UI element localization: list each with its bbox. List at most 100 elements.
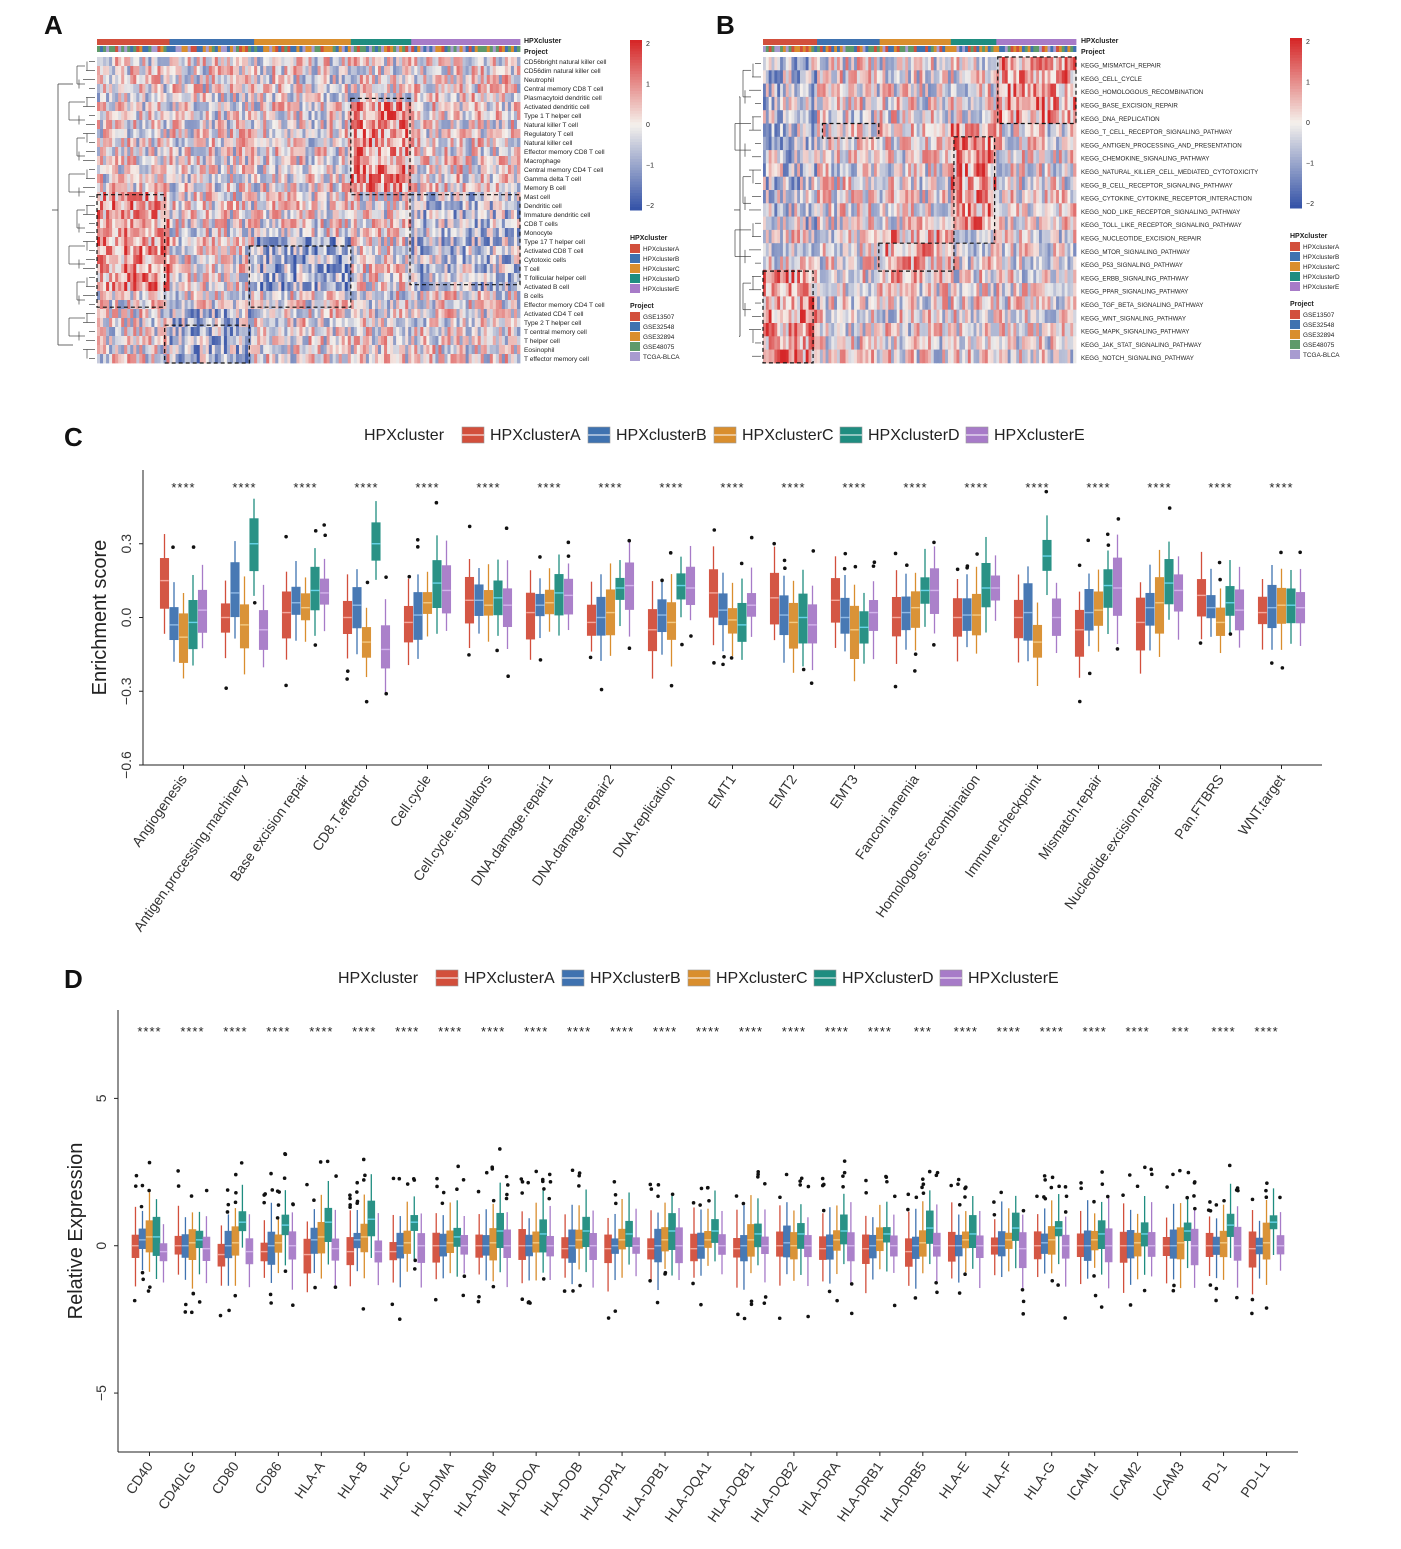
heat-cell [139,246,143,256]
heat-cell [214,183,219,193]
heat-cell [169,264,173,274]
heat-cell [260,147,264,157]
heat-cell [266,111,270,121]
heat-cell [211,291,216,301]
heat-cell [414,57,418,67]
heat-cell [317,84,321,94]
heat-cell [408,102,412,112]
heat-cell [284,165,288,175]
heat-cell [254,228,258,238]
heat-cell [157,201,161,211]
heat-cell [332,165,337,175]
heat-cell [441,255,445,265]
heat-cell [338,165,343,175]
heat-cell [157,327,161,337]
heat-cell [151,57,155,67]
heat-cell [305,282,309,292]
heat-cell [414,300,418,310]
heat-cell [263,174,267,184]
heat-cell [450,219,454,229]
heat-cell [507,129,512,139]
heat-cell [384,183,388,193]
heat-cell [320,156,325,166]
heat-cell [441,165,445,175]
heat-cell [311,264,315,274]
heat-cell [109,84,113,94]
annotation-cluster-cell [356,39,361,45]
heat-cell [214,156,219,166]
heat-cell [423,246,427,256]
heat-cell [317,111,321,121]
heat-cell [423,237,427,247]
heat-cell [284,102,288,112]
heat-cell [405,66,409,76]
heat-cell [432,273,436,283]
heat-cell [251,129,255,139]
heat-cell [359,309,364,319]
heat-cell [299,165,303,175]
heat-cell [118,57,122,67]
heat-cell [507,66,512,76]
heat-cell [468,219,473,229]
heat-cell [202,120,207,130]
annotation-project-cell [507,46,512,52]
heat-cell [381,147,385,157]
heat-cell [480,264,485,274]
heat-cell [311,102,315,112]
heat-cell [438,192,442,202]
heat-cell [109,156,113,166]
heat-cell [245,282,249,292]
heat-cell [356,102,361,112]
heat-cell [338,183,343,193]
heat-cell [317,156,321,166]
heat-cell [426,120,430,130]
annotation-project-cell [229,46,234,52]
heat-cell [317,336,321,346]
heat-cell [305,327,309,337]
heat-cell [245,192,249,202]
heat-cell [314,138,318,148]
heat-cell [281,291,285,301]
heat-cell [444,183,448,193]
heat-cell [284,93,288,103]
heat-cell [480,129,485,139]
heat-cell [118,102,122,112]
heat-cell [447,84,451,94]
heat-cell [100,120,104,130]
heat-cell [296,246,300,256]
heat-cell [290,291,294,301]
heat-cell [396,327,400,337]
heat-cell [356,237,361,247]
heat-cell [248,165,252,175]
heat-cell [217,129,222,139]
heat-cell [377,102,382,112]
heat-cell [296,75,300,85]
heat-cell [483,237,488,247]
heat-cell [251,192,255,202]
heat-cell [396,237,400,247]
heat-cell [507,327,512,337]
heat-cell [214,327,219,337]
heat-cell [220,192,225,202]
heat-cell [97,354,101,364]
heat-cell [220,246,225,256]
heat-cell [290,120,294,130]
heat-cell [441,219,445,229]
heat-cell [112,327,116,337]
row-label: Regulatory T cell [524,131,574,138]
heat-cell [263,201,267,211]
heat-cell [393,318,397,328]
annotation-cluster-cell [320,39,325,45]
heat-cell [323,174,328,184]
heat-cell [115,345,119,355]
heat-cell [320,192,325,202]
annotation-project-cell [220,46,225,52]
heat-cell [184,120,189,130]
heat-cell [260,327,264,337]
heat-cell [223,84,228,94]
heat-cell [118,210,122,220]
heat-cell [205,192,210,202]
heat-cell [471,273,476,283]
heat-cell [226,210,231,220]
heat-cell [124,255,128,265]
